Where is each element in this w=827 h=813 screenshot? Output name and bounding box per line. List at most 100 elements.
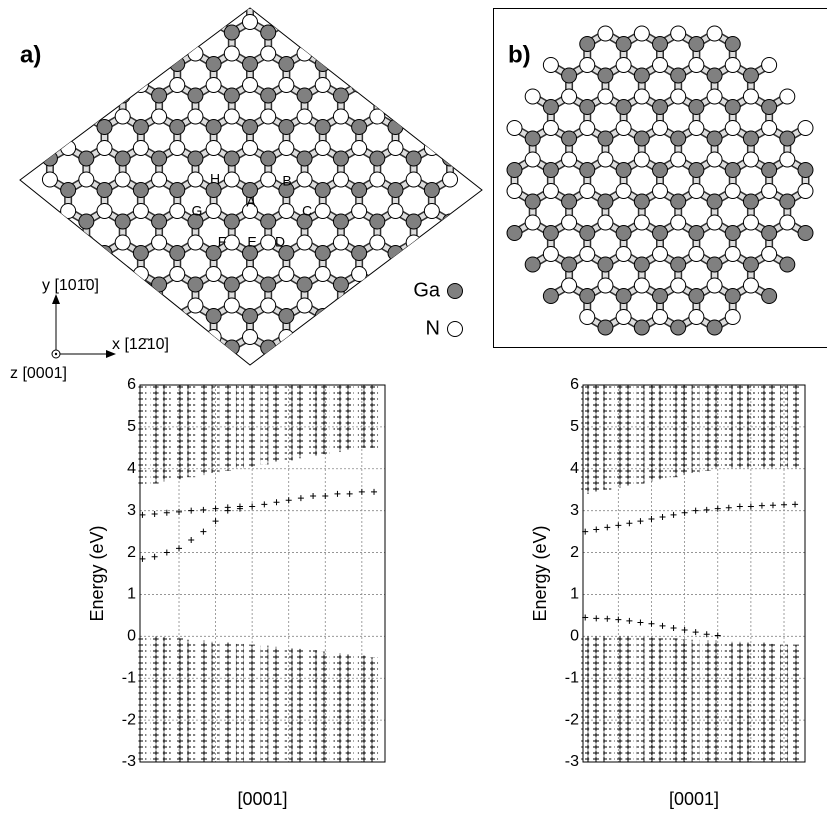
atom: [579, 57, 596, 73]
atom: [332, 360, 349, 365]
bond: [268, 369, 286, 380]
defect-state: [176, 508, 183, 515]
atom: [60, 140, 77, 156]
atom: [724, 57, 741, 73]
atom: [387, 77, 404, 93]
bond: [175, 333, 198, 351]
atom: [260, 24, 277, 41]
atom: [278, 140, 295, 156]
atom: [278, 119, 295, 135]
atom: [296, 171, 313, 188]
atom: [724, 36, 741, 52]
atom: [151, 171, 168, 188]
bond: [376, 51, 397, 67]
atom: [114, 234, 131, 251]
atom: [151, 150, 168, 167]
atom: [561, 193, 578, 210]
defect-state: [151, 511, 158, 518]
atom: [351, 203, 368, 219]
atom: [223, 108, 240, 125]
y-tick-label: 6: [570, 376, 579, 393]
atom: [60, 119, 77, 135]
atom: [742, 130, 759, 147]
bond: [375, 302, 398, 320]
atom: [506, 120, 523, 136]
atom: [761, 288, 778, 304]
atom: [724, 183, 741, 199]
atom: [260, 234, 277, 251]
valence-band: [357, 655, 366, 762]
bond: [250, 369, 268, 380]
atom: [706, 151, 723, 168]
atom: [96, 266, 113, 282]
conduction-band: [581, 385, 590, 494]
bond: [376, 334, 397, 350]
atom: [132, 203, 149, 219]
bond: [376, 82, 397, 98]
bond: [411, 239, 434, 257]
atom: [597, 67, 614, 84]
atom: [797, 225, 814, 241]
atom: [278, 182, 295, 198]
atom: [688, 309, 705, 325]
atom: [187, 213, 204, 230]
atom: [223, 297, 240, 314]
axis-label: y [101̄0]: [42, 277, 99, 294]
defect-state: [163, 549, 170, 556]
bond: [285, 334, 306, 350]
conduction-band: [768, 385, 777, 469]
valence-band: [296, 648, 305, 762]
atom: [742, 256, 759, 273]
valence-band: [780, 644, 789, 762]
bond: [157, 303, 179, 319]
atom: [205, 140, 222, 156]
atom: [151, 45, 168, 62]
atom: [579, 246, 596, 262]
bond: [66, 240, 88, 256]
conduction-band: [724, 385, 733, 469]
atom: [169, 119, 186, 135]
atom: [314, 182, 331, 198]
atom: [296, 297, 313, 314]
legend-label: N: [426, 317, 440, 339]
atom: [60, 203, 77, 219]
atom: [351, 329, 368, 345]
bond: [157, 50, 180, 68]
site-label: G: [192, 203, 203, 219]
atom: [797, 162, 814, 178]
atom: [615, 225, 632, 241]
atom: [724, 162, 741, 178]
legend-label: Ga: [413, 279, 441, 301]
atom: [369, 234, 386, 251]
atom: [296, 108, 313, 125]
conduction-band: [199, 385, 208, 476]
atom: [278, 56, 295, 72]
bond: [139, 51, 161, 67]
atom: [242, 119, 258, 135]
atom: [296, 87, 313, 104]
panel-label: b): [508, 41, 531, 68]
atom: [278, 8, 295, 9]
valence-band: [625, 636, 634, 762]
atom: [688, 57, 705, 73]
atom: [670, 25, 687, 42]
defect-state: [637, 619, 644, 626]
atom: [561, 130, 578, 147]
bond: [157, 18, 180, 36]
bond: [176, 334, 197, 350]
conduction-band: [272, 385, 281, 463]
atom: [314, 329, 331, 345]
atom: [314, 56, 331, 72]
atom: [442, 171, 459, 188]
atom: [670, 319, 687, 336]
atom: [670, 256, 687, 273]
defect-state: [188, 536, 195, 543]
atom: [260, 297, 277, 314]
atom: [96, 56, 113, 72]
atom: [670, 277, 687, 294]
atom: [633, 319, 650, 336]
atom: [561, 151, 578, 168]
atom: [615, 309, 632, 325]
atom: [423, 245, 440, 261]
atom: [96, 119, 113, 135]
